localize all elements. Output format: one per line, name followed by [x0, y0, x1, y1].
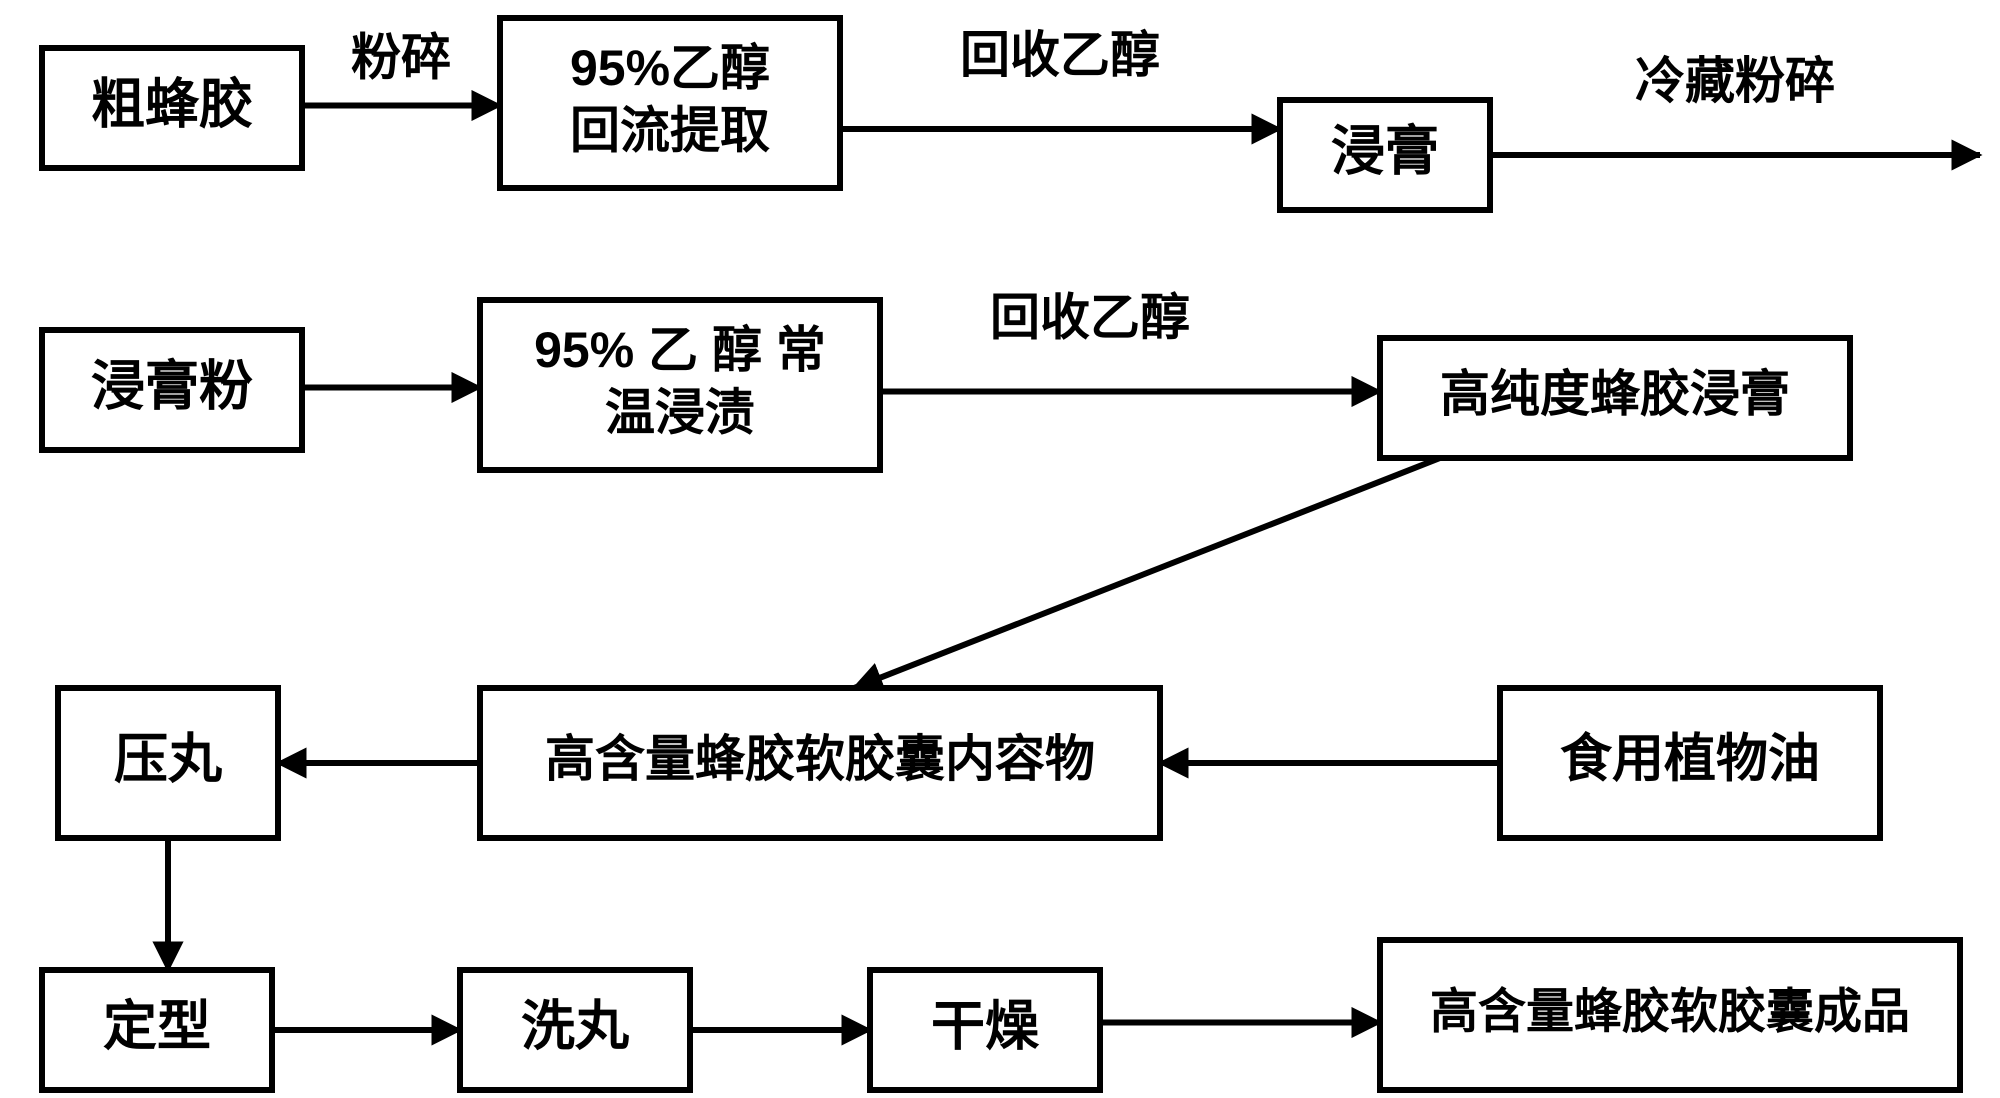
node-n3-label: 浸膏 [1331, 121, 1439, 181]
node-n5-label: 温浸渍 [605, 384, 755, 440]
node-n11-label: 洗丸 [521, 996, 629, 1056]
edge-n6-n8 [854, 458, 1440, 688]
edge-label-n5-n6: 回收乙醇 [990, 290, 1190, 346]
edge-label-n3-row1end: 冷藏粉碎 [1635, 53, 1835, 109]
node-n2-label: 95%乙醇 [570, 40, 770, 96]
node-n9-label: 食用植物油 [1560, 731, 1820, 789]
node-n5-label: 95% 乙 醇 常 [534, 322, 826, 378]
node-n8-label: 高含量蜂胶软胶囊内容物 [545, 731, 1095, 787]
edge-label-n1-n2: 粉碎 [351, 30, 451, 86]
node-n10-label: 定型 [103, 996, 211, 1056]
node-n12-label: 干燥 [931, 996, 1040, 1056]
node-n6-label: 高纯度蜂胶浸膏 [1440, 366, 1790, 422]
node-n7-label: 压丸 [114, 729, 222, 789]
node-n13-label: 高含量蜂胶软胶囊成品 [1430, 986, 1910, 1039]
node-n1-label: 粗蜂胶 [91, 74, 253, 134]
edge-label-n2-n3: 回收乙醇 [960, 27, 1160, 83]
node-n2-label: 回流提取 [570, 102, 770, 158]
node-n4-label: 浸膏粉 [91, 356, 253, 416]
